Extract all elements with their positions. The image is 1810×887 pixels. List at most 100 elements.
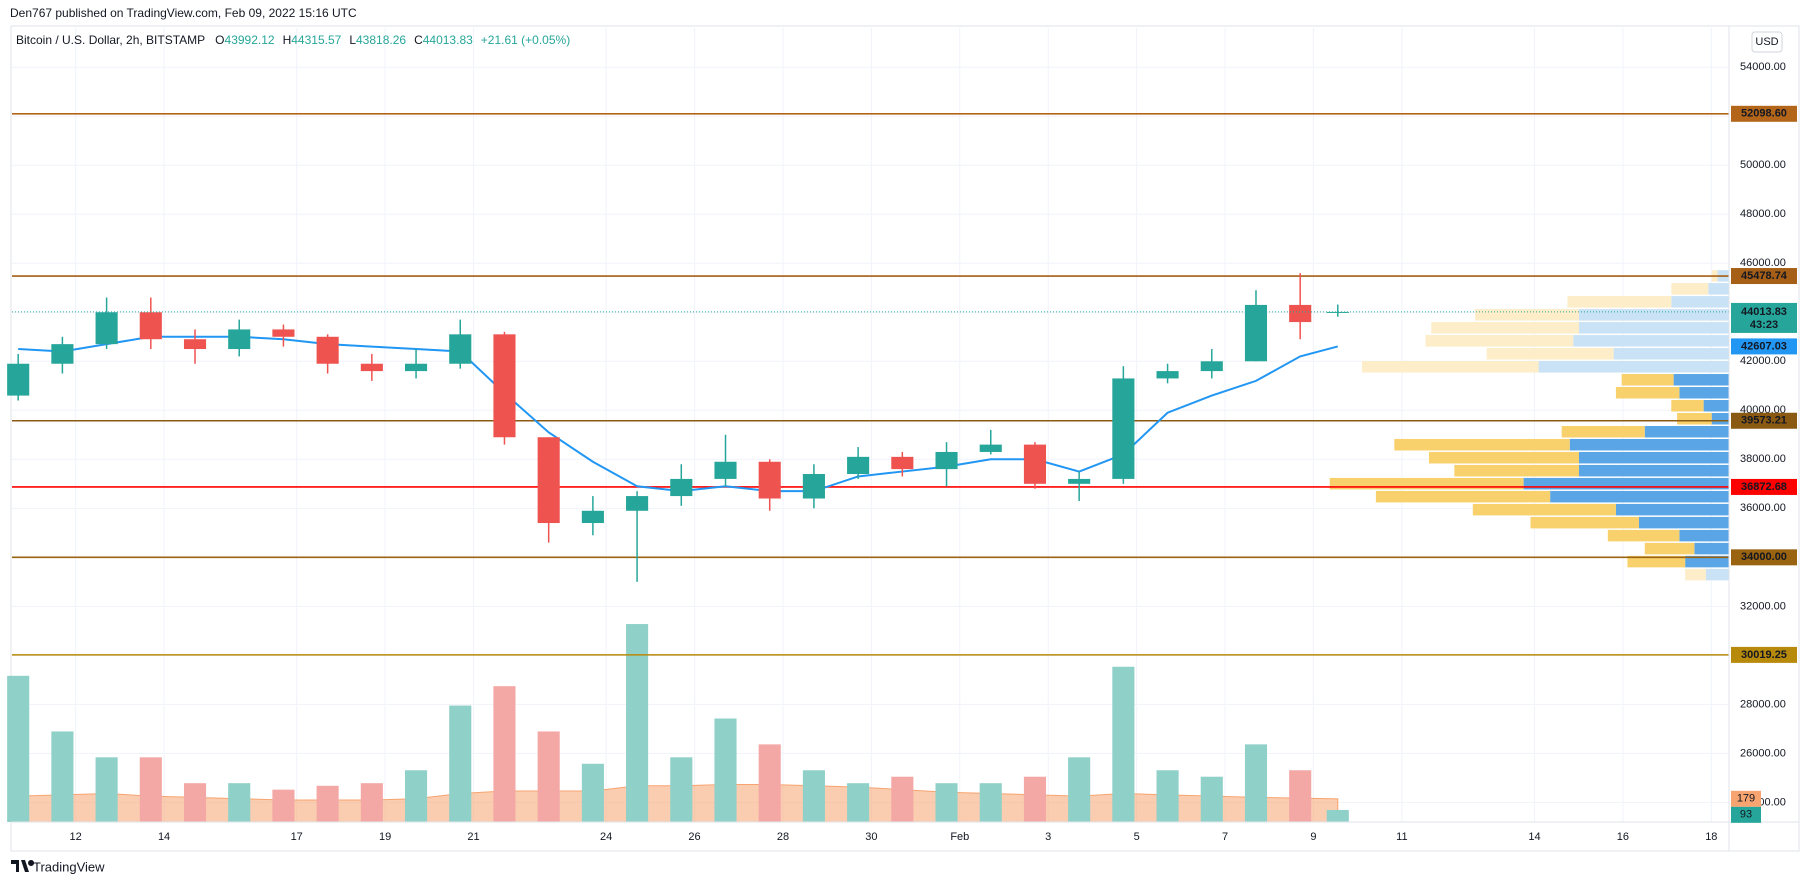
- y-tick-label: 50000.00: [1740, 159, 1786, 171]
- candle-body: [7, 363, 30, 396]
- x-tick-label: Feb: [950, 831, 969, 843]
- candle-body: [802, 474, 825, 499]
- candle-body: [228, 329, 251, 350]
- profile-down-bar: [1375, 490, 1551, 503]
- profile-up-bar: [1578, 309, 1729, 321]
- profile-down-bar: [1677, 412, 1712, 425]
- profile-down-bar: [1561, 425, 1645, 438]
- profile-up-bar: [1569, 438, 1729, 451]
- profile-up-bar: [1615, 503, 1729, 516]
- x-tick-label: 5: [1134, 831, 1140, 843]
- y-tick-label: 36000.00: [1740, 502, 1786, 514]
- volume-ma-label: 179: [1737, 793, 1755, 805]
- volume-bar: [449, 705, 472, 822]
- legend: Bitcoin / U.S. Dollar, 2h, BITSTAMP O4399…: [16, 33, 570, 47]
- candle-body: [1244, 304, 1268, 362]
- profile-down-bar: [1671, 283, 1709, 295]
- profile-up-bar: [1705, 568, 1729, 581]
- profile-up-bar: [1703, 400, 1729, 412]
- candle-body: [935, 451, 958, 470]
- moving-average-line: [18, 335, 1339, 493]
- x-tick-label: 21: [467, 831, 479, 843]
- volume-bar: [891, 776, 914, 822]
- volume-bar: [1244, 744, 1268, 822]
- candle-body: [493, 334, 516, 438]
- candle-body: [670, 478, 693, 497]
- ma-label-bg: [1731, 338, 1797, 355]
- chart-frame: [10, 25, 1800, 852]
- candle-body: [51, 344, 74, 364]
- profile-down-bar: [1627, 555, 1686, 568]
- level-label: 45478.74: [1741, 270, 1788, 282]
- volume-bar: [670, 757, 693, 822]
- candle-body: [537, 437, 560, 524]
- currency-button[interactable]: USD: [1755, 36, 1778, 48]
- last-price-label: 44013.83: [1741, 306, 1787, 318]
- volume-bar: [935, 783, 958, 822]
- profile-up-bar: [1638, 516, 1729, 529]
- y-tick-label: 54000.00: [1740, 61, 1786, 73]
- publisher-note: Den767 published on TradingView.com, Feb…: [10, 6, 357, 20]
- profile-up-bar: [1550, 490, 1729, 503]
- profile-up-bar: [1671, 296, 1729, 308]
- x-tick-label: 16: [1617, 831, 1629, 843]
- profile-up-bar: [1538, 361, 1729, 373]
- volume-bar: [1112, 666, 1135, 822]
- candle-body: [1156, 371, 1179, 379]
- volume-bar: [1023, 776, 1047, 822]
- y-tick-label: 38000.00: [1740, 453, 1786, 465]
- volume-bar: [581, 763, 604, 822]
- volume-bar: [626, 624, 649, 822]
- volume-bar: [405, 770, 428, 822]
- x-tick-label: 14: [158, 831, 170, 843]
- profile-down-bar: [1615, 387, 1680, 399]
- profile-down-bar: [1644, 542, 1695, 555]
- profile-down-bar: [1431, 322, 1579, 334]
- candle-body: [95, 312, 118, 345]
- profile-down-bar: [1475, 309, 1579, 321]
- candle-body: [626, 496, 649, 511]
- candle-body: [1326, 311, 1349, 313]
- y-tick-label: 48000.00: [1740, 208, 1786, 220]
- profile-down-bar: [1425, 335, 1574, 347]
- volume-bar: [7, 675, 30, 822]
- plot-layer: [7, 28, 1729, 823]
- profile-down-bar: [1685, 568, 1706, 581]
- candle-body: [405, 363, 428, 372]
- overlay-layer: 52098.60 45478.74 39573.21 36872.68 34000.00…: [1731, 105, 1797, 823]
- profile-up-bar: [1573, 335, 1729, 347]
- profile-up-bar: [1644, 425, 1729, 438]
- y-tick-label: 28000.00: [1740, 698, 1786, 710]
- profile-down-bar: [1428, 451, 1579, 464]
- currency-button-bg[interactable]: [1751, 31, 1783, 53]
- x-tick-label: 18: [1705, 831, 1717, 843]
- level-label: 39573.21: [1741, 415, 1787, 427]
- y-tick-label: 32000.00: [1740, 600, 1786, 612]
- profile-up-bar: [1711, 412, 1729, 425]
- logo-text: TradingView: [33, 859, 105, 874]
- volume-bar: [272, 789, 295, 822]
- legend-change: +21.61 (+0.05%): [481, 33, 570, 47]
- x-tick-label: 3: [1045, 831, 1051, 843]
- x-tick-label: 14: [1528, 831, 1540, 843]
- level-label: 36872.68: [1741, 481, 1787, 493]
- profile-down-bar: [1671, 400, 1704, 412]
- candle-body: [714, 461, 737, 479]
- level-label-bg: [1731, 268, 1797, 285]
- candle-body: [1112, 378, 1135, 479]
- candle-body: [891, 456, 914, 470]
- x-tick-label: 28: [777, 831, 789, 843]
- profile-up-bar: [1679, 387, 1729, 399]
- profile-down-bar: [1454, 464, 1579, 477]
- level-label-bg: [1731, 646, 1797, 663]
- candle-body: [1289, 304, 1312, 323]
- y-tick-label: 46000.00: [1740, 257, 1786, 269]
- volume-bar: [493, 686, 516, 822]
- volume-label: 93: [1740, 809, 1752, 821]
- ma-label: 42607.03: [1741, 340, 1787, 352]
- candle-body: [758, 461, 781, 499]
- candle-body: [449, 334, 472, 364]
- profile-up-bar: [1708, 283, 1729, 295]
- x-tick-label: 26: [688, 831, 700, 843]
